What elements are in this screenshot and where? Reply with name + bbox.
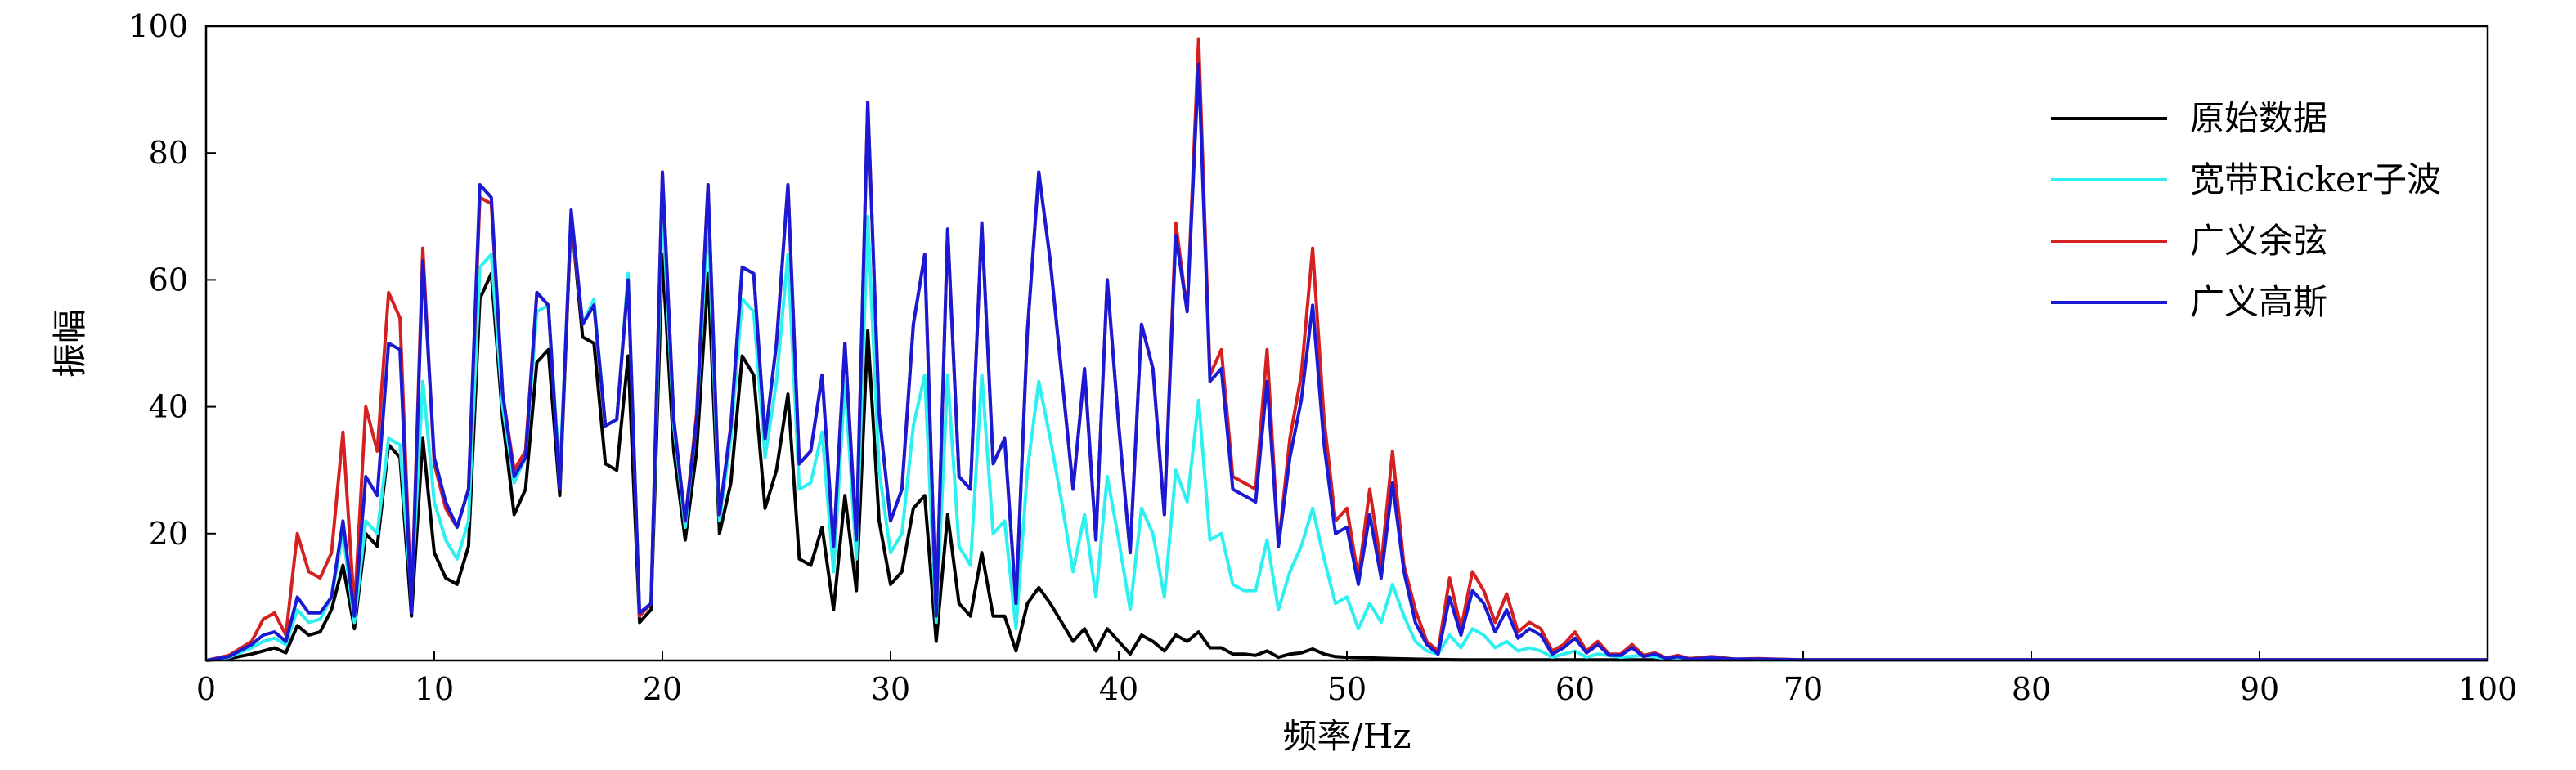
series-line-4	[205, 62, 2488, 662]
x-axis-title: 频率/Hz	[1283, 716, 1411, 756]
y-tick-label: 20	[149, 516, 188, 552]
legend-label-2: 宽带Ricker子波	[2190, 159, 2441, 199]
x-tick-label: 90	[2240, 671, 2279, 707]
y-tick-label: 80	[149, 135, 188, 171]
legend-label-3: 广义余弦	[2190, 221, 2327, 261]
y-axis-title: 振幅	[50, 309, 90, 378]
legend-label-4: 广义高斯	[2190, 282, 2327, 322]
x-tick-label: 100	[2458, 671, 2518, 707]
legend-label-1: 原始数据	[2190, 98, 2327, 138]
x-tick-label: 40	[1099, 671, 1138, 707]
plot-frame	[204, 25, 2489, 662]
x-tick-label: 50	[1327, 671, 1367, 707]
x-tick-label: 70	[1784, 671, 1823, 707]
x-tick-label: 60	[1555, 671, 1595, 707]
series-layer	[205, 37, 2488, 662]
x-tick-label: 30	[871, 671, 910, 707]
y-tick-label: 100	[128, 8, 188, 44]
series-line-2	[205, 202, 2488, 662]
y-tick-label: 40	[149, 389, 188, 425]
x-tick-label: 20	[643, 671, 682, 707]
x-tick-label: 80	[2012, 671, 2051, 707]
x-tick-label: 10	[415, 671, 454, 707]
ticks-layer: 0 10 20 30 40 50 60 70 80 90 100 20 40 60 80 100	[128, 8, 2517, 707]
series-line-1	[205, 214, 2488, 662]
x-tick-label: 0	[196, 671, 216, 707]
y-tick-label: 60	[149, 262, 188, 298]
